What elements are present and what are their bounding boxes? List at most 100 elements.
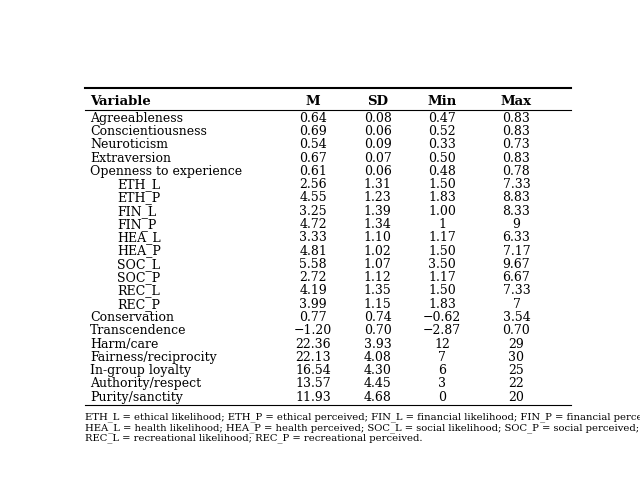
Text: 0.48: 0.48 bbox=[428, 165, 456, 178]
Text: 0.70: 0.70 bbox=[502, 324, 531, 337]
Text: 0.54: 0.54 bbox=[300, 139, 327, 151]
Text: 1.10: 1.10 bbox=[364, 231, 392, 244]
Text: 3.54: 3.54 bbox=[502, 311, 531, 324]
Text: Min: Min bbox=[428, 95, 457, 108]
Text: 1.07: 1.07 bbox=[364, 258, 392, 271]
Text: 4.68: 4.68 bbox=[364, 391, 392, 404]
Text: REC_P: REC_P bbox=[117, 298, 160, 311]
Text: 4.30: 4.30 bbox=[364, 364, 392, 377]
Text: 1.50: 1.50 bbox=[428, 284, 456, 297]
Text: 0.78: 0.78 bbox=[502, 165, 531, 178]
Text: 4.08: 4.08 bbox=[364, 351, 392, 364]
Text: 22.36: 22.36 bbox=[295, 338, 331, 350]
Text: 4.55: 4.55 bbox=[300, 191, 327, 205]
Text: 0.74: 0.74 bbox=[364, 311, 392, 324]
Text: Neuroticism: Neuroticism bbox=[90, 139, 168, 151]
Text: Transcendence: Transcendence bbox=[90, 324, 186, 337]
Text: 1.83: 1.83 bbox=[428, 298, 456, 311]
Text: 7.33: 7.33 bbox=[502, 178, 531, 191]
Text: HEA_L = health likelihood; HEA_P = health perceived; SOC_L = social likelihood; : HEA_L = health likelihood; HEA_P = healt… bbox=[85, 423, 639, 433]
Text: 1.23: 1.23 bbox=[364, 191, 392, 205]
Text: 0: 0 bbox=[438, 391, 446, 404]
Text: 0.06: 0.06 bbox=[364, 125, 392, 138]
Text: 6: 6 bbox=[438, 364, 446, 377]
Text: −0.62: −0.62 bbox=[423, 311, 461, 324]
Text: 8.33: 8.33 bbox=[502, 205, 531, 218]
Text: Conscientiousness: Conscientiousness bbox=[90, 125, 207, 138]
Text: 0.33: 0.33 bbox=[428, 139, 456, 151]
Text: 3.50: 3.50 bbox=[428, 258, 456, 271]
Text: 29: 29 bbox=[509, 338, 524, 350]
Text: 16.54: 16.54 bbox=[295, 364, 331, 377]
Text: 1.34: 1.34 bbox=[364, 218, 392, 231]
Text: 1.31: 1.31 bbox=[364, 178, 392, 191]
Text: 3: 3 bbox=[438, 378, 446, 390]
Text: 7: 7 bbox=[438, 351, 446, 364]
Text: 0.70: 0.70 bbox=[364, 324, 392, 337]
Text: 2.56: 2.56 bbox=[300, 178, 327, 191]
Text: 11.93: 11.93 bbox=[295, 391, 331, 404]
Text: Variable: Variable bbox=[90, 95, 150, 108]
Text: Harm/care: Harm/care bbox=[90, 338, 158, 350]
Text: 12: 12 bbox=[434, 338, 450, 350]
Text: 1: 1 bbox=[438, 218, 446, 231]
Text: Max: Max bbox=[501, 95, 532, 108]
Text: 22: 22 bbox=[509, 378, 524, 390]
Text: 22.13: 22.13 bbox=[295, 351, 331, 364]
Text: −1.20: −1.20 bbox=[294, 324, 332, 337]
Text: 0.67: 0.67 bbox=[300, 152, 327, 165]
Text: 0.83: 0.83 bbox=[502, 125, 531, 138]
Text: 0.69: 0.69 bbox=[300, 125, 327, 138]
Text: 4.45: 4.45 bbox=[364, 378, 392, 390]
Text: 13.57: 13.57 bbox=[295, 378, 331, 390]
Text: 4.81: 4.81 bbox=[299, 244, 327, 258]
Text: 1.17: 1.17 bbox=[428, 271, 456, 284]
Text: 0.73: 0.73 bbox=[502, 139, 531, 151]
Text: 8.83: 8.83 bbox=[502, 191, 531, 205]
Text: HEA_L: HEA_L bbox=[117, 231, 161, 244]
Text: FIN_L: FIN_L bbox=[117, 205, 156, 218]
Text: Conservation: Conservation bbox=[90, 311, 174, 324]
Text: 0.83: 0.83 bbox=[502, 152, 531, 165]
Text: 0.06: 0.06 bbox=[364, 165, 392, 178]
Text: 30: 30 bbox=[509, 351, 525, 364]
Text: 3.99: 3.99 bbox=[300, 298, 327, 311]
Text: 3.25: 3.25 bbox=[300, 205, 327, 218]
Text: 7.17: 7.17 bbox=[502, 244, 531, 258]
Text: 4.72: 4.72 bbox=[300, 218, 327, 231]
Text: 1.17: 1.17 bbox=[428, 231, 456, 244]
Text: 1.02: 1.02 bbox=[364, 244, 392, 258]
Text: ETH_L: ETH_L bbox=[117, 178, 160, 191]
Text: 0.47: 0.47 bbox=[428, 112, 456, 125]
Text: 7.33: 7.33 bbox=[502, 284, 531, 297]
Text: 1.15: 1.15 bbox=[364, 298, 392, 311]
Text: 0.08: 0.08 bbox=[364, 112, 392, 125]
Text: 0.50: 0.50 bbox=[428, 152, 456, 165]
Text: REC_L: REC_L bbox=[117, 284, 160, 297]
Text: Extraversion: Extraversion bbox=[90, 152, 171, 165]
Text: SOC_L: SOC_L bbox=[117, 258, 160, 271]
Text: SOC_P: SOC_P bbox=[117, 271, 161, 284]
Text: 4.19: 4.19 bbox=[300, 284, 327, 297]
Text: ETH_L = ethical likelihood; ETH_P = ethical perceived; FIN_L = financial likelih: ETH_L = ethical likelihood; ETH_P = ethi… bbox=[85, 413, 640, 422]
Text: In-group loyalty: In-group loyalty bbox=[90, 364, 191, 377]
Text: 9.67: 9.67 bbox=[502, 258, 531, 271]
Text: −2.87: −2.87 bbox=[423, 324, 461, 337]
Text: REC_L = recreational likelihood; REC_P = recreational perceived.: REC_L = recreational likelihood; REC_P =… bbox=[85, 434, 422, 443]
Text: Authority/respect: Authority/respect bbox=[90, 378, 201, 390]
Text: 1.35: 1.35 bbox=[364, 284, 392, 297]
Text: 0.09: 0.09 bbox=[364, 139, 392, 151]
Text: 1.83: 1.83 bbox=[428, 191, 456, 205]
Text: HEA_P: HEA_P bbox=[117, 244, 161, 258]
Text: SD: SD bbox=[367, 95, 388, 108]
Text: 1.39: 1.39 bbox=[364, 205, 392, 218]
Text: Purity/sanctity: Purity/sanctity bbox=[90, 391, 183, 404]
Text: Openness to experience: Openness to experience bbox=[90, 165, 242, 178]
Text: 0.83: 0.83 bbox=[502, 112, 531, 125]
Text: 0.61: 0.61 bbox=[299, 165, 327, 178]
Text: 3.33: 3.33 bbox=[299, 231, 327, 244]
Text: 25: 25 bbox=[509, 364, 524, 377]
Text: 0.52: 0.52 bbox=[428, 125, 456, 138]
Text: 1.00: 1.00 bbox=[428, 205, 456, 218]
Text: 1.50: 1.50 bbox=[428, 178, 456, 191]
